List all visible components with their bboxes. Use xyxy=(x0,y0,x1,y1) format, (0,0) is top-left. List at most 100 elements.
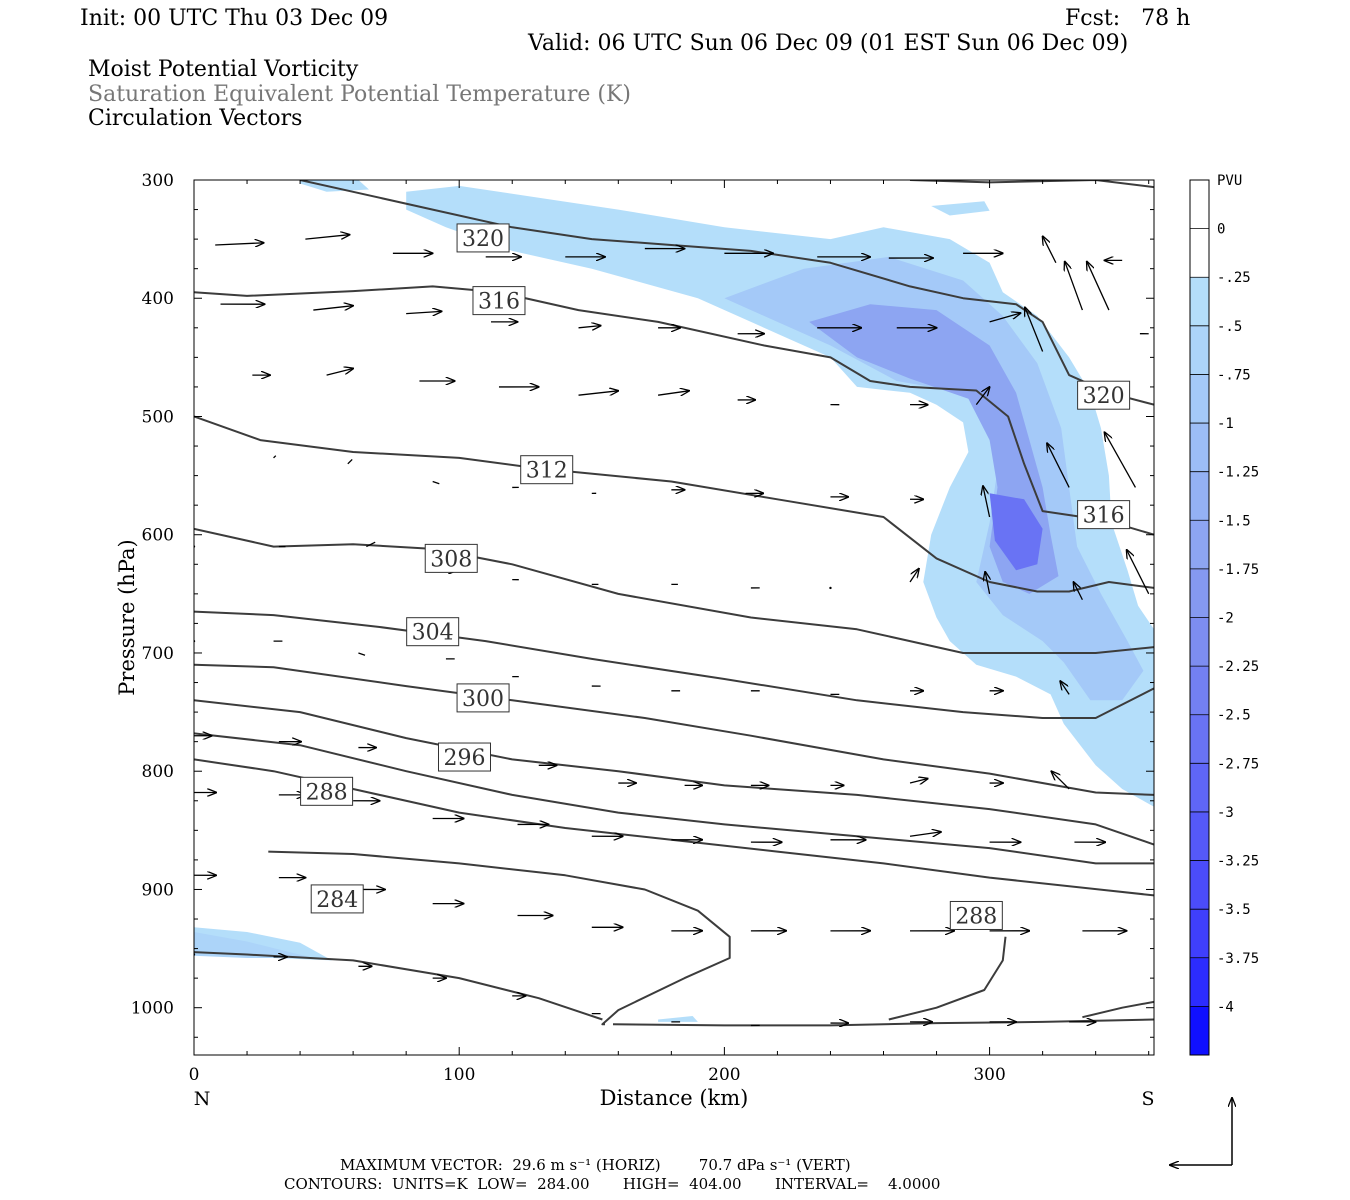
vector-33 xyxy=(975,387,989,406)
colorbar-label: -.5 xyxy=(1217,319,1242,335)
vector-57 xyxy=(909,569,919,583)
colorbar-swatch xyxy=(1190,860,1209,910)
colorbar-label: -3.75 xyxy=(1217,951,1259,967)
vector-82 xyxy=(909,779,928,783)
max-vector-note: MAXIMUM VECTOR: 29.6 m s⁻¹ (HORIZ) 70.7 … xyxy=(340,1156,851,1174)
x-tick-label: 300 xyxy=(973,1065,1005,1085)
y-tick-label: 1000 xyxy=(131,999,174,1019)
contour-label: 316 xyxy=(472,286,526,316)
theta-contour-3 xyxy=(194,527,1154,654)
field-title-vectors: Circulation Vectors xyxy=(88,106,303,131)
vector-0 xyxy=(215,243,263,245)
theta-contour-6 xyxy=(194,699,1154,846)
contour-label: 296 xyxy=(437,742,491,772)
y-tick-label: 800 xyxy=(142,762,174,782)
x-axis-label: Distance (km) xyxy=(600,1086,749,1110)
vector-50 xyxy=(366,541,376,548)
colorbar-label: -3 xyxy=(1217,805,1234,821)
vector-72 xyxy=(1060,681,1070,695)
contour-label: 284 xyxy=(310,884,364,914)
colorbar-label: -3.5 xyxy=(1217,902,1251,918)
y-tick-label: 500 xyxy=(142,407,174,427)
svg-text:316: 316 xyxy=(478,290,520,315)
vector-25 xyxy=(326,369,353,376)
vector-34 xyxy=(1025,308,1044,352)
plot-frame xyxy=(193,179,1155,1056)
theta-contour-1 xyxy=(194,285,1154,536)
vector-21 xyxy=(989,313,1021,323)
theta-contour-14 xyxy=(909,180,1154,189)
vector-35 xyxy=(1087,262,1110,311)
colorbar-swatch xyxy=(1190,568,1209,618)
pv-region-7 xyxy=(194,932,314,958)
pv-region-4 xyxy=(724,256,1144,701)
colorbar-swatch xyxy=(1190,1006,1209,1056)
colorbar-label: -2.25 xyxy=(1217,659,1259,675)
vector-10 xyxy=(1043,236,1057,264)
colorbar-label: -1.25 xyxy=(1217,465,1259,481)
contour-label: 308 xyxy=(424,543,478,573)
theta-contour-13 xyxy=(612,1018,1154,1027)
svg-text:288: 288 xyxy=(306,780,348,805)
svg-text:320: 320 xyxy=(1083,384,1125,409)
vector-22 xyxy=(1065,262,1084,311)
vector-38 xyxy=(432,480,440,485)
colorbar-label: -4 xyxy=(1217,999,1234,1015)
y-tick-label: 300 xyxy=(142,171,174,191)
vector-13 xyxy=(313,306,353,311)
x-tick-label: 100 xyxy=(443,1065,475,1085)
colorbar-swatch xyxy=(1190,617,1209,667)
vector-84 xyxy=(1052,771,1070,790)
svg-text:308: 308 xyxy=(430,547,472,572)
colorbar-swatch xyxy=(1190,957,1209,1007)
x-end-label-right: S xyxy=(1141,1088,1154,1110)
contour-label: 304 xyxy=(406,617,460,647)
colorbar-swatch xyxy=(1190,909,1209,959)
vector-59 xyxy=(1074,582,1083,601)
svg-text:284: 284 xyxy=(316,888,358,913)
colorbar-label: -.75 xyxy=(1217,367,1251,383)
vector-46 xyxy=(1047,443,1070,488)
colorbar-swatch xyxy=(1190,471,1209,521)
colorbar-label: -1.5 xyxy=(1217,513,1251,529)
y-axis-label: Pressure (hPa) xyxy=(115,539,139,695)
vector-47 xyxy=(1105,432,1137,488)
theta-contour-2 xyxy=(194,415,1154,593)
valid-time: Valid: 06 UTC Sun 06 Dec 09 (01 EST Sun … xyxy=(528,31,1129,56)
y-tick-label: 700 xyxy=(142,644,174,664)
colorbar-swatch xyxy=(1190,180,1209,230)
init-time: Init: 00 UTC Thu 03 Dec 09 xyxy=(80,6,389,31)
vector-14 xyxy=(406,311,441,313)
theta-contour-12 xyxy=(1082,1000,1154,1019)
vector-16 xyxy=(578,326,601,328)
colorbar-label: -3.25 xyxy=(1217,854,1259,870)
colorbar-label: -2 xyxy=(1217,611,1234,627)
x-tick-label: 200 xyxy=(708,1065,740,1085)
vector-36 xyxy=(273,455,277,459)
colorbar-label: -.25 xyxy=(1217,270,1251,286)
svg-text:316: 316 xyxy=(1083,504,1125,529)
colorbar-label: 0 xyxy=(1217,222,1225,238)
colorbar-swatch xyxy=(1190,666,1209,716)
colorbar-swatch xyxy=(1190,811,1209,862)
svg-text:288: 288 xyxy=(955,904,997,929)
vector-45 xyxy=(983,486,991,518)
y-tick-label: 400 xyxy=(142,289,174,309)
colorbar-swatch xyxy=(1190,520,1209,570)
vector-56 xyxy=(829,586,832,590)
vector-1 xyxy=(305,235,349,240)
colorbar-swatch xyxy=(1190,763,1209,813)
x-end-label-left: N xyxy=(194,1088,211,1110)
forecast-hour: Fcst: 78 h xyxy=(1065,6,1191,31)
theta-contour-0 xyxy=(299,180,1154,406)
svg-text:300: 300 xyxy=(462,687,504,712)
colorbar-swatch xyxy=(1190,277,1209,327)
vector-28 xyxy=(578,391,619,396)
vector-58 xyxy=(985,572,989,594)
colorbar-swatch xyxy=(1190,714,1209,764)
field-title-pv: Moist Potential Vorticity xyxy=(88,57,359,82)
colorbar-label: -1 xyxy=(1217,416,1234,432)
colorbar-frame xyxy=(1189,179,1210,1056)
colorbar-label: -2.5 xyxy=(1217,708,1251,724)
